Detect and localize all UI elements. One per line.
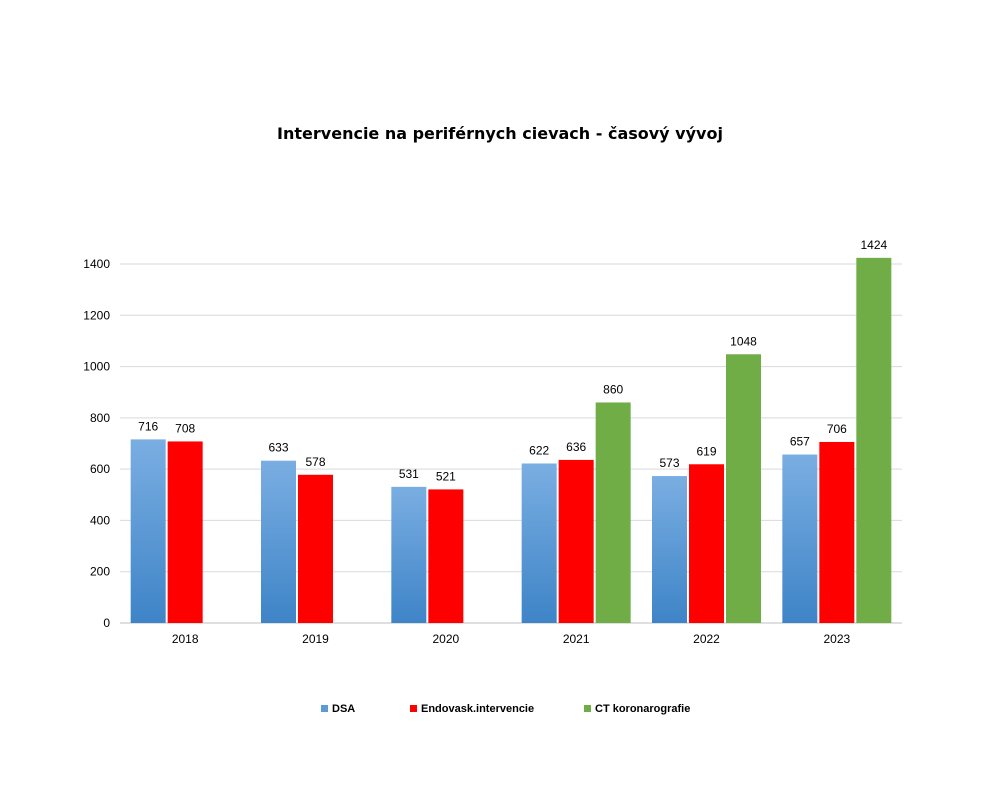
bar-endovask-intervencie-2023 <box>819 441 855 623</box>
y-tick-label: 600 <box>90 462 110 476</box>
y-tick-label: 0 <box>103 616 110 630</box>
y-tick-label: 400 <box>90 513 110 527</box>
bars: 716 708 633 578 531 521 622 636 860 573 619 1048 657… <box>130 238 892 623</box>
y-tick-label: 1400 <box>83 257 110 271</box>
data-label: 1424 <box>860 238 887 252</box>
data-label: 622 <box>529 444 549 458</box>
bar-endovask-intervencie-2022 <box>689 464 724 623</box>
bar-endovask-intervencie-2021 <box>558 459 594 623</box>
legend: DSA Endovask.intervencie CT koronarografie <box>321 703 690 715</box>
data-label: 578 <box>305 455 325 469</box>
data-label: 716 <box>138 419 158 433</box>
data-label: 619 <box>696 444 716 458</box>
data-label: 706 <box>827 422 847 436</box>
legend-item: Endovask.intervencie <box>410 703 534 715</box>
bar-endovask-intervencie-2020 <box>428 489 464 623</box>
data-label: 657 <box>790 435 810 449</box>
legend-swatch <box>321 705 328 712</box>
x-tick-label: 2020 <box>432 632 459 646</box>
bar-endovask-intervencie-2018 <box>167 441 203 623</box>
gridlines <box>120 263 902 624</box>
y-tick-label: 1000 <box>83 360 110 374</box>
data-label: 860 <box>603 382 623 396</box>
y-tick-label: 800 <box>90 411 110 425</box>
data-label: 708 <box>175 421 195 435</box>
data-label: 573 <box>659 456 679 470</box>
data-label: 521 <box>436 469 456 483</box>
data-label: 1048 <box>730 334 757 348</box>
bar-endovask-intervencie-2019 <box>298 474 333 623</box>
x-tick-label: 2018 <box>172 632 199 646</box>
x-tick-label: 2021 <box>563 632 590 646</box>
chart-title: Intervencie na periférnych cievach - čas… <box>277 124 723 143</box>
data-label: 633 <box>268 441 288 455</box>
y-axis: 0 200 400 600 800 1000 1200 1400 <box>83 257 110 630</box>
bar-dsa-2019 <box>261 460 296 623</box>
x-tick-label: 2019 <box>302 632 329 646</box>
y-tick-label: 1200 <box>83 308 110 322</box>
legend-item: DSA <box>321 703 355 715</box>
legend-swatch <box>410 705 417 712</box>
x-axis: 2018 2019 2020 2021 2022 2023 <box>172 632 851 646</box>
data-label: 636 <box>566 440 586 454</box>
bar-dsa-2022 <box>652 476 687 623</box>
legend-swatch <box>584 705 591 712</box>
bar-ct-koronarografie-2023 <box>856 257 892 623</box>
bar-dsa-2018 <box>130 439 166 623</box>
legend-label: Endovask.intervencie <box>421 703 534 715</box>
x-tick-label: 2023 <box>823 632 850 646</box>
legend-label: DSA <box>332 703 355 715</box>
data-label: 531 <box>399 467 419 481</box>
legend-label: CT koronarografie <box>595 703 690 715</box>
bar-dsa-2023 <box>782 454 818 623</box>
y-tick-label: 200 <box>90 565 110 579</box>
legend-item: CT koronarografie <box>584 703 690 715</box>
x-tick-label: 2022 <box>693 632 720 646</box>
bar-dsa-2020 <box>391 486 427 623</box>
bar-dsa-2021 <box>521 463 557 623</box>
bar-ct-koronarografie-2022 <box>726 354 761 623</box>
bar-ct-koronarografie-2021 <box>595 402 631 623</box>
